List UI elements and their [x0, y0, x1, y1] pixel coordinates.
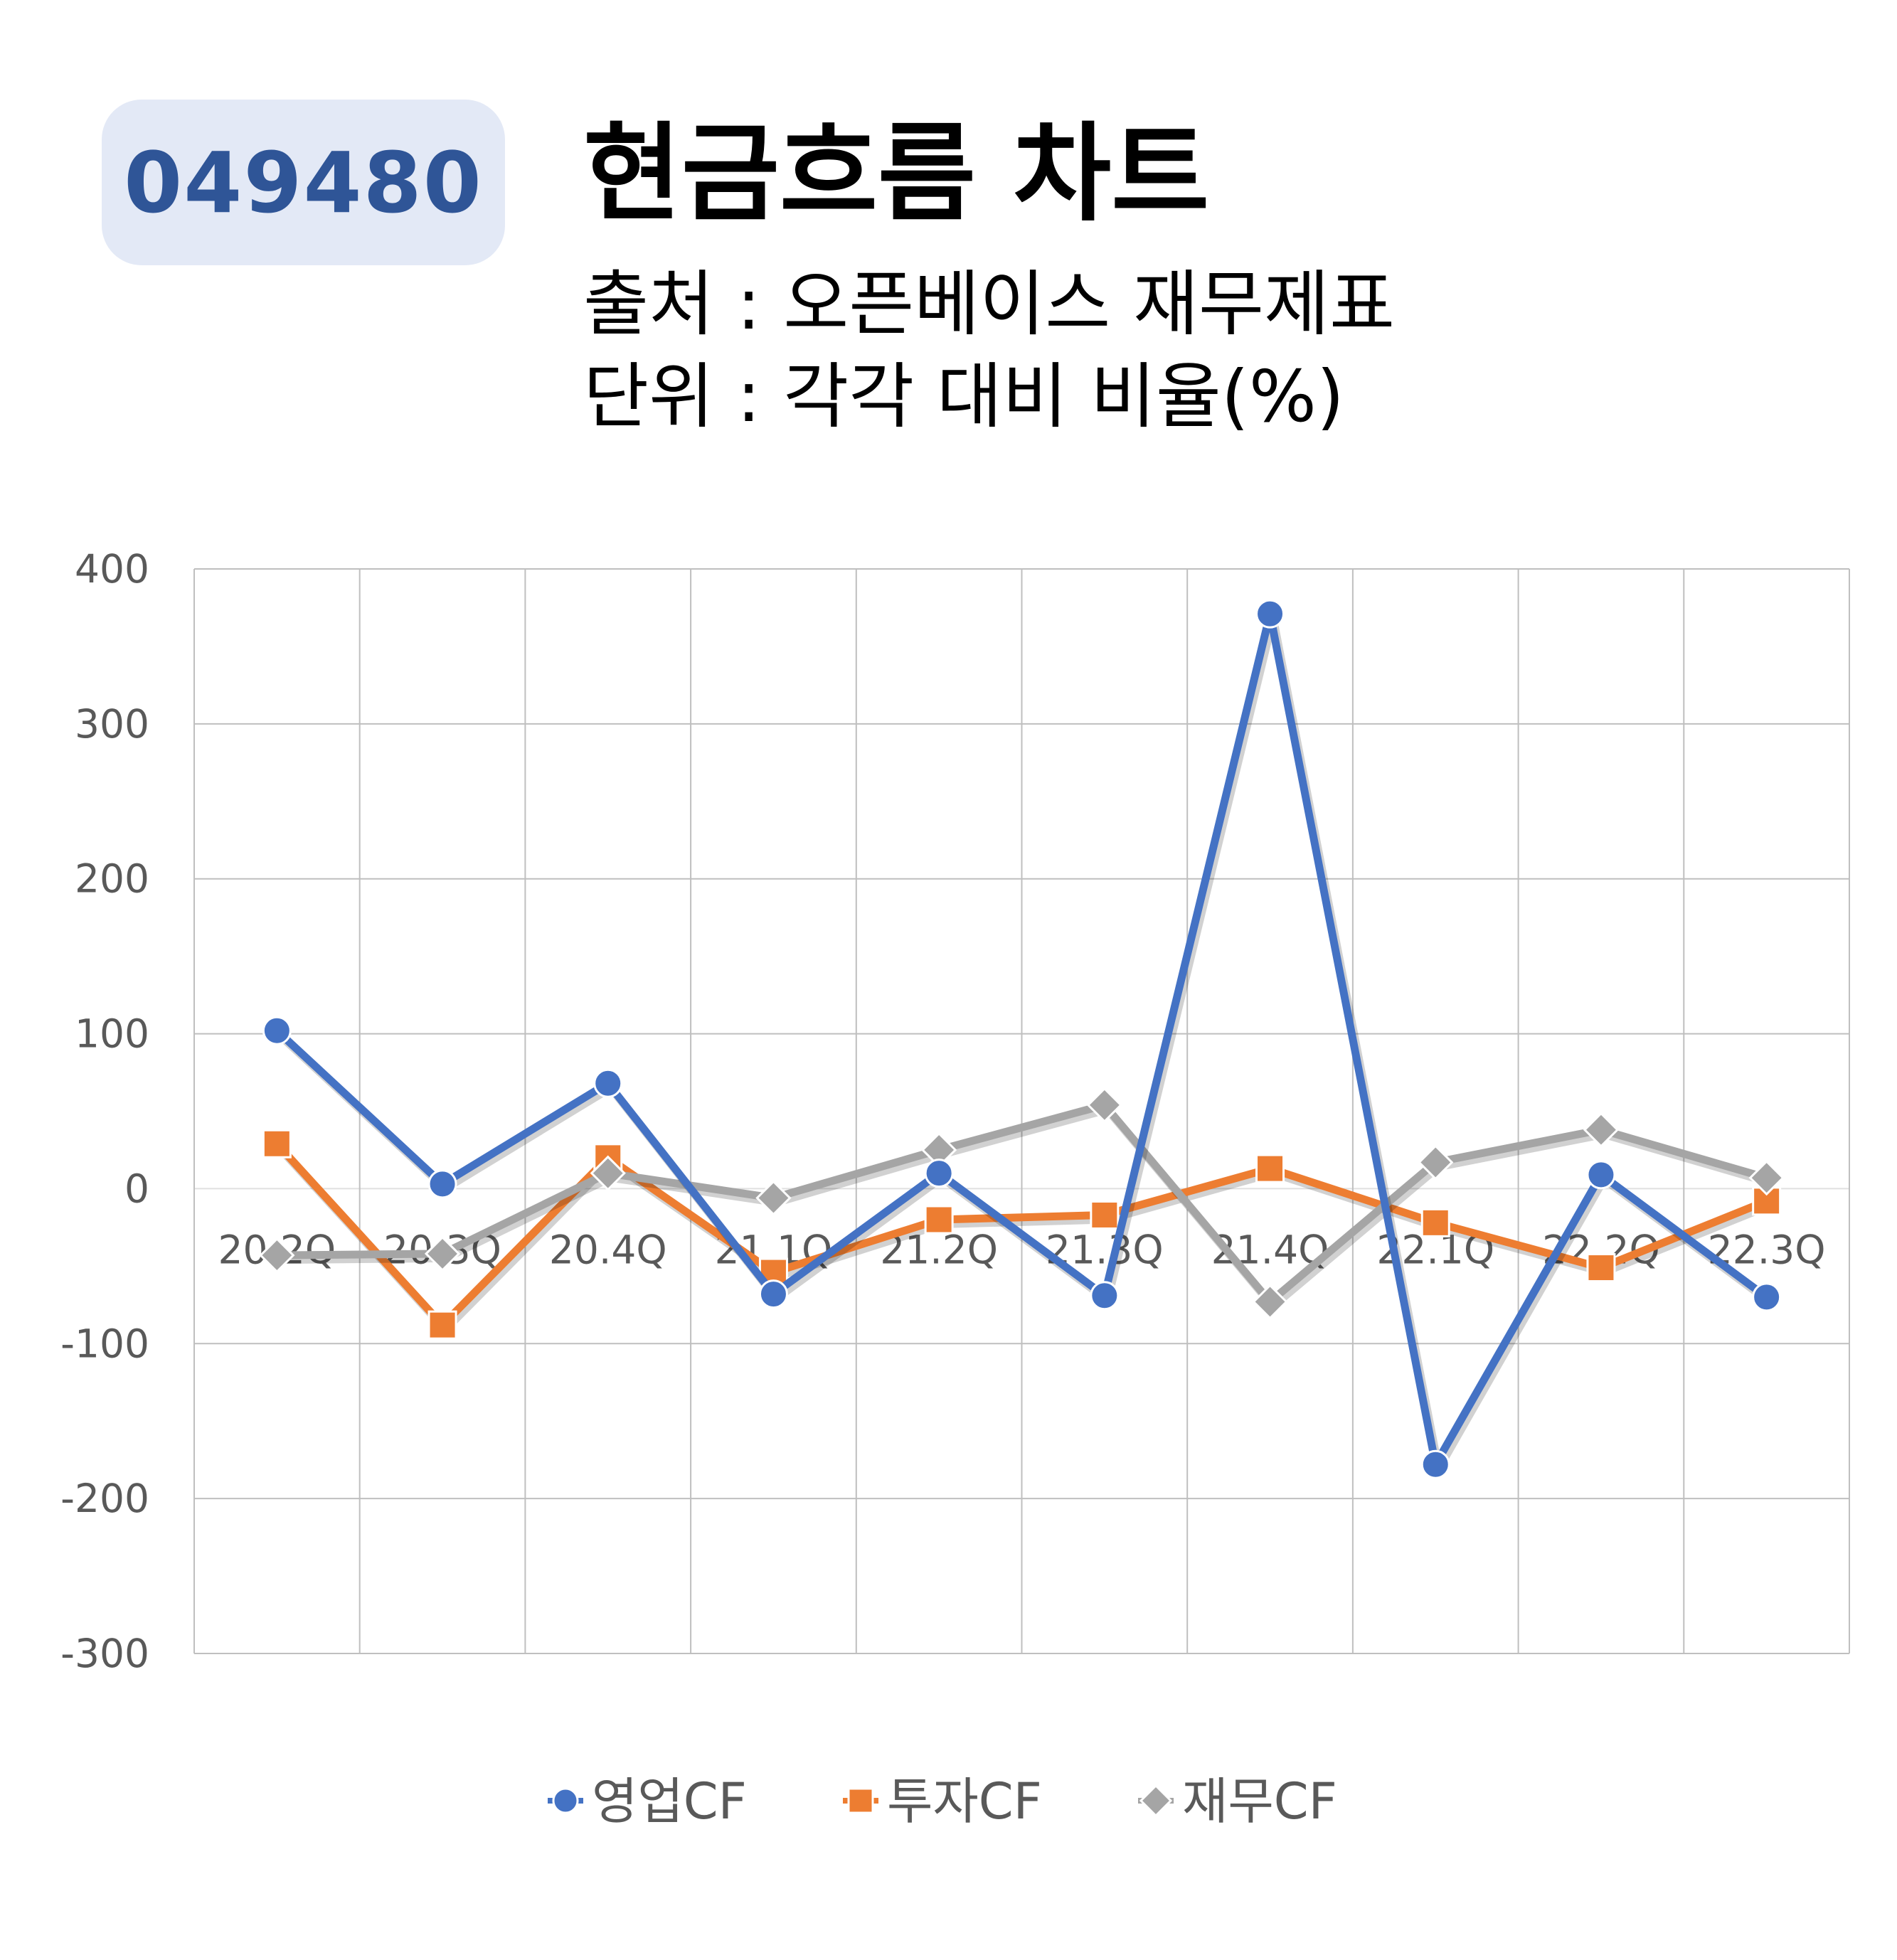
data-point: [1420, 1449, 1450, 1479]
y-tick-label: 0: [124, 1166, 149, 1211]
data-point: [262, 1129, 292, 1159]
y-tick-label: -300: [60, 1631, 149, 1676]
ticker-badge: 049480: [102, 100, 505, 265]
y-tick-label: 100: [75, 1011, 149, 1057]
data-point: [924, 1159, 954, 1188]
data-point: [1748, 1160, 1785, 1196]
data-point: [593, 1068, 623, 1098]
series-line: [272, 1101, 1771, 1306]
chart-title: 현금흐름 차트: [583, 112, 1210, 236]
data-point: [552, 1787, 579, 1814]
data-point: [1090, 1281, 1120, 1311]
data-point: [424, 1235, 461, 1272]
unit-note: 단위 : 각각 대비 비율(%): [583, 355, 1344, 438]
data-point: [427, 1310, 457, 1340]
y-tick-label: -200: [60, 1476, 149, 1521]
data-point: [1752, 1282, 1782, 1312]
y-tick-label: 400: [75, 546, 149, 592]
series-line: [272, 609, 1771, 1469]
y-tick-label: 300: [75, 701, 149, 747]
x-tick-label: 20.4Q: [549, 1227, 667, 1272]
data-point: [1418, 1144, 1454, 1181]
legend-label: 투자CF: [887, 1772, 1042, 1831]
series-0: [262, 599, 1782, 1479]
y-tick-label: -100: [60, 1321, 149, 1366]
data-point: [262, 1016, 292, 1045]
data-point: [1583, 1112, 1620, 1148]
data-point: [1420, 1208, 1450, 1237]
chart-grid: [193, 568, 1850, 1654]
y-tick-label: 200: [75, 856, 149, 902]
data-point: [1586, 1160, 1616, 1190]
legend-item: 투자CF: [843, 1772, 1042, 1831]
data-point: [1255, 599, 1285, 629]
legend-label: 재무CF: [1182, 1772, 1337, 1831]
data-point: [259, 1237, 295, 1274]
data-point: [755, 1180, 792, 1216]
legend: 영업CF 투자CF 재무CF: [548, 1772, 1337, 1831]
series-line-shadow: [277, 614, 1773, 1474]
data-point: [1086, 1087, 1122, 1123]
series-line-shadow: [280, 1104, 1771, 1311]
series-2: [259, 1087, 1785, 1320]
data-point: [1090, 1200, 1120, 1230]
data-point: [1586, 1253, 1616, 1283]
data-point: [1255, 1154, 1285, 1183]
data-point: [758, 1279, 788, 1309]
data-point: [1252, 1284, 1288, 1320]
data-point: [590, 1155, 626, 1191]
data-point: [427, 1169, 457, 1199]
data-point: [847, 1787, 874, 1814]
source-note: 출처 : 오픈베이스 재무제표: [583, 262, 1396, 346]
legend-label: 영업CF: [592, 1772, 747, 1831]
legend-item: 재무CF: [1138, 1772, 1337, 1831]
legend-item: 영업CF: [548, 1772, 747, 1831]
ticker-code: 049480: [124, 133, 483, 232]
series-group: [259, 599, 1785, 1479]
y-axis-labels: 400 300 200 100 0 -100 -200 -300: [60, 546, 149, 1676]
series-line: [272, 1139, 1771, 1329]
data-point: [924, 1205, 954, 1235]
data-point: [1139, 1784, 1173, 1818]
series-1: [262, 1129, 1782, 1340]
